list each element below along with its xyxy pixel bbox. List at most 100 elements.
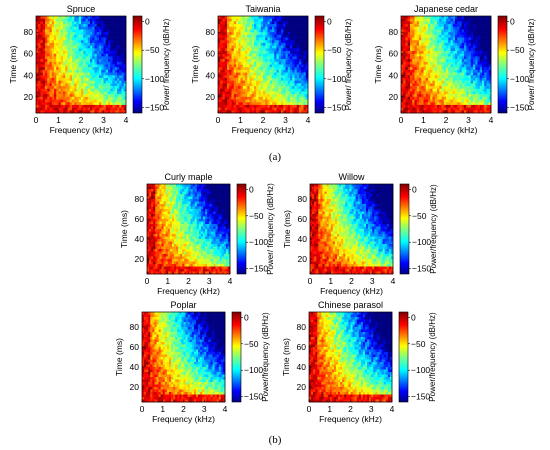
heatmap-cell [432, 61, 436, 65]
heatmap-cell [448, 42, 451, 46]
heatmap-cell [242, 88, 246, 92]
heatmap-cell [405, 61, 409, 65]
heatmap-cell [163, 194, 166, 197]
heatmap-cell [301, 64, 304, 68]
heatmap-cell [218, 83, 221, 87]
heatmap-cell [294, 59, 298, 63]
heatmap-cell [114, 29, 118, 33]
heatmap-cell [292, 48, 295, 52]
heatmap-cell [430, 26, 433, 30]
heatmap-cell [96, 67, 100, 71]
heatmap-cell [178, 239, 181, 242]
heatmap-cell [76, 59, 80, 63]
heatmap-cell [299, 91, 302, 95]
heatmap-cell [274, 99, 277, 103]
heatmap-cell [247, 56, 250, 60]
heatmap-cell [173, 204, 177, 207]
heatmap-cell [227, 42, 230, 46]
heatmap-cell [410, 94, 413, 98]
heatmap-cell [251, 75, 255, 79]
heatmap-cell [47, 26, 50, 30]
heatmap-cell [441, 51, 445, 55]
heatmap-cell [437, 61, 440, 65]
heatmap-cell [403, 21, 406, 25]
heatmap-cell [114, 48, 118, 52]
heatmap-cell [157, 254, 160, 257]
heatmap-cell [67, 42, 71, 46]
heatmap-cell [272, 37, 275, 41]
heatmap-cell [159, 186, 162, 190]
heatmap-cell [254, 32, 257, 36]
heatmap-cell [42, 51, 46, 55]
heatmap-cell [276, 110, 280, 114]
heatmap-cell [121, 24, 125, 28]
heatmap-cell [103, 80, 107, 84]
heatmap-cell [96, 61, 100, 65]
heatmap-cell [108, 48, 111, 52]
heatmap-cell [147, 261, 150, 265]
heatmap-cell [155, 259, 158, 262]
heatmap-cell [251, 51, 255, 55]
heatmap-cell [231, 51, 235, 55]
heatmap-cell [448, 86, 451, 90]
heatmap-cell [81, 99, 84, 103]
heatmap-cell [276, 64, 280, 68]
heatmap-cell [263, 107, 266, 111]
heatmap-cell [149, 191, 152, 195]
heatmap-cell [265, 69, 268, 73]
heatmap-cell [155, 216, 158, 220]
heatmap-cell [455, 34, 458, 38]
heatmap-cell [69, 86, 73, 90]
heatmap-cell [423, 21, 427, 25]
heatmap-cell [231, 16, 235, 19]
heatmap-cell [434, 29, 438, 33]
heatmap-cell [452, 16, 456, 19]
heatmap-cell [231, 56, 235, 60]
heatmap-cell [112, 32, 116, 36]
heatmap-cell [224, 77, 228, 81]
heatmap-cell [301, 40, 304, 44]
heatmap-cell [477, 83, 481, 87]
heatmap-cell [482, 94, 485, 98]
heatmap-cell [461, 48, 465, 52]
heatmap-cell [224, 61, 228, 65]
y-tick-label: 60 [389, 49, 399, 59]
heatmap-cell [105, 51, 109, 55]
heatmap-cell [450, 102, 454, 106]
heatmap-cell [263, 32, 266, 36]
heatmap-cell [290, 102, 293, 106]
heatmap-cell [103, 34, 107, 38]
heatmap-cell [112, 102, 116, 106]
heatmap-cell [459, 45, 463, 49]
heatmap-cell [161, 234, 164, 237]
heatmap-cell [269, 99, 273, 103]
heatmap-cell [410, 86, 413, 90]
heatmap-cell [267, 83, 271, 87]
heatmap-cell [92, 94, 95, 98]
heatmap-cell [405, 91, 409, 95]
heatmap-cell [78, 94, 82, 98]
heatmap-cell [437, 37, 440, 41]
heatmap-cell [117, 75, 120, 79]
heatmap-cell [103, 21, 107, 25]
heatmap-cell [83, 51, 86, 55]
heatmap-cell [290, 69, 293, 73]
heatmap-cell [274, 53, 277, 57]
heatmap-cell [455, 75, 458, 79]
heatmap-cell [173, 259, 177, 262]
heatmap-cell [76, 80, 80, 84]
heatmap-cell [473, 72, 476, 76]
heatmap-cell [90, 102, 93, 106]
heatmap-cell [403, 77, 406, 81]
heatmap-cell [305, 80, 309, 84]
heatmap-cell [423, 29, 427, 33]
heatmap-cell [405, 67, 409, 71]
heatmap-cell [159, 256, 162, 260]
heatmap-cell [461, 59, 465, 63]
heatmap-cell [296, 24, 300, 28]
heatmap-cell [439, 99, 442, 103]
heatmap-cell [412, 80, 415, 84]
heatmap-cell [165, 266, 169, 270]
heatmap-cell [272, 94, 275, 98]
heatmap-cell [121, 69, 125, 73]
